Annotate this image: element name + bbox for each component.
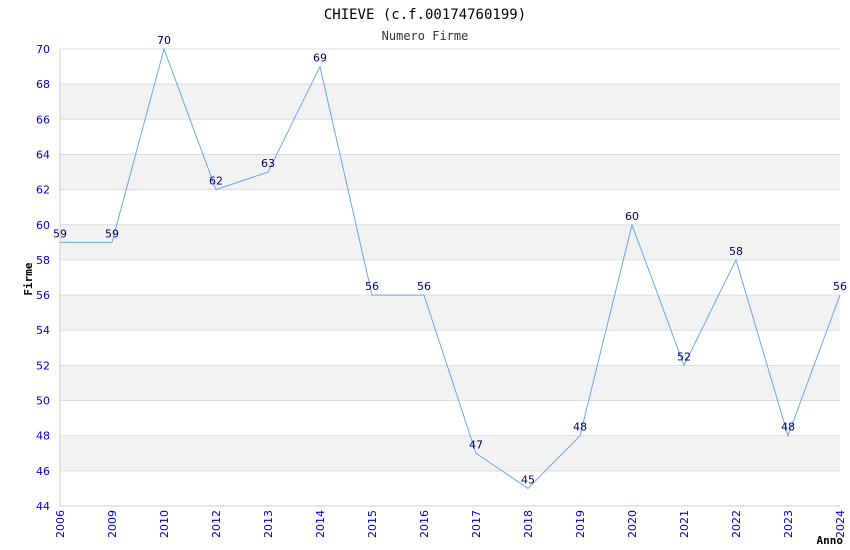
grid-bands	[60, 84, 840, 471]
data-label: 45	[521, 473, 535, 486]
y-tick-label: 56	[36, 289, 50, 302]
x-tick-label: 2017	[470, 510, 483, 538]
x-tick-label: 2012	[210, 510, 223, 538]
chart-title: CHIEVE (c.f.00174760199)	[324, 7, 526, 23]
y-tick-label: 52	[36, 359, 50, 372]
y-tick-label: 70	[36, 43, 50, 56]
x-tick-label: 2023	[782, 510, 795, 538]
y-axis-label: Firme	[22, 262, 35, 295]
x-tick-label: 2018	[522, 510, 535, 538]
x-tick-label: 2006	[54, 510, 67, 538]
x-tick-label: 2024	[834, 510, 847, 538]
data-label: 48	[781, 421, 795, 434]
data-label: 56	[833, 280, 847, 293]
grid-band	[60, 365, 840, 401]
data-labels: 59 59 70 62 63 69 56 56 47 45 48 60 52 58 48 56	[53, 34, 847, 486]
data-label: 47	[469, 438, 483, 451]
series-line	[60, 47, 841, 490]
data-label: 60	[625, 210, 639, 223]
y-tick-label: 66	[36, 113, 50, 126]
x-tick-label: 2019	[574, 510, 587, 538]
x-tick-label: 2010	[158, 510, 171, 538]
y-tick-labels: 44 46 48 50 52 54 56 58 60 62 64 66 68 70	[36, 43, 50, 513]
y-tick-label: 68	[36, 78, 50, 91]
x-tick-label: 2014	[314, 510, 327, 538]
grid-band	[60, 435, 840, 471]
data-label: 56	[417, 280, 431, 293]
data-label: 59	[53, 227, 67, 240]
data-label: 48	[573, 421, 587, 434]
y-tick-label: 62	[36, 184, 50, 197]
data-label: 63	[261, 157, 275, 170]
y-tick-label: 50	[36, 395, 50, 408]
data-label: 62	[209, 175, 223, 188]
data-label: 69	[313, 52, 327, 65]
data-label: 70	[157, 34, 171, 47]
data-label: 58	[729, 245, 743, 258]
y-tick-label: 60	[36, 219, 50, 232]
grid-band	[60, 84, 840, 120]
x-tick-label: 2015	[366, 510, 379, 538]
data-label: 56	[365, 280, 379, 293]
x-tick-label: 2022	[730, 510, 743, 538]
x-tick-label: 2020	[626, 510, 639, 538]
y-tick-label: 58	[36, 254, 50, 267]
y-tick-label: 46	[36, 465, 50, 478]
data-label: 52	[677, 350, 691, 363]
x-axis-label: Anno	[817, 534, 844, 547]
x-tick-label: 2021	[678, 510, 691, 538]
grid-band	[60, 295, 840, 331]
series-firme	[60, 47, 841, 490]
x-tick-label: 2013	[262, 510, 275, 538]
y-tick-label: 44	[36, 500, 50, 513]
x-tick-labels: 2006 2009 2010 2012 2013 2014 2015 2016 2017 2018…	[54, 510, 847, 538]
x-tick-label: 2016	[418, 510, 431, 538]
y-tick-label: 48	[36, 430, 50, 443]
chart-subtitle: Numero Firme	[382, 29, 469, 43]
y-tick-label: 54	[36, 324, 50, 337]
grid-band	[60, 154, 840, 190]
grid-band	[60, 224, 840, 260]
x-tick-label: 2009	[106, 510, 119, 538]
data-label: 59	[105, 227, 119, 240]
y-tick-label: 64	[36, 148, 50, 161]
